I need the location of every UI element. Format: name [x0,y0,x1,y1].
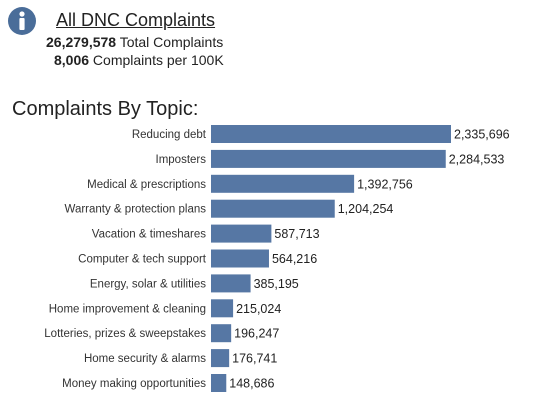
value-label: 176,741 [232,352,277,366]
bar[interactable] [211,349,230,368]
value-label: 1,392,756 [357,177,413,191]
bar[interactable] [211,299,234,318]
info-icon [8,7,36,35]
category-label: Home improvement & cleaning [49,303,206,315]
bar[interactable] [211,374,227,392]
category-label: Lotteries, prizes & sweepstakes [44,328,206,340]
category-label: Money making opportunities [62,378,206,390]
category-label: Home security & alarms [84,353,206,365]
page-title[interactable]: All DNC Complaints [56,10,216,30]
category-label: Computer & tech support [78,254,207,266]
bar[interactable] [211,324,232,343]
value-label: 587,713 [274,227,319,241]
bar[interactable] [211,249,269,268]
category-label: Imposters [156,154,207,166]
complaints-per-100k-stat: 8,006 Complaints per 100K [54,52,224,68]
section-title: Complaints By Topic: [12,98,199,120]
category-label: Medical & prescriptions [87,179,206,191]
category-label: Reducing debt [132,129,207,141]
bar[interactable] [211,274,251,293]
complaints-per-100k-label: Complaints per 100K [89,52,224,68]
value-label: 2,284,533 [449,152,505,166]
bar[interactable] [211,199,335,218]
complaints-per-100k-value: 8,006 [54,52,90,68]
total-complaints-value: 26,279,578 [46,34,117,50]
bar[interactable] [211,149,446,168]
bar[interactable] [211,125,451,143]
value-label: 196,247 [234,327,279,341]
value-label: 148,686 [229,377,274,391]
value-label: 1,204,254 [338,202,394,216]
bar[interactable] [211,224,272,243]
value-label: 215,024 [236,302,281,316]
value-label: 564,216 [272,252,317,266]
value-label: 2,335,696 [454,128,510,142]
category-label: Vacation & timeshares [92,229,206,241]
category-label: Energy, solar & utilities [90,278,206,290]
bar[interactable] [211,174,355,193]
value-label: 385,195 [254,277,299,291]
total-complaints-label: Total Complaints [116,34,224,50]
category-label: Warranty & protection plans [65,204,207,216]
total-complaints-stat: 26,279,578 Total Complaints [46,34,223,50]
